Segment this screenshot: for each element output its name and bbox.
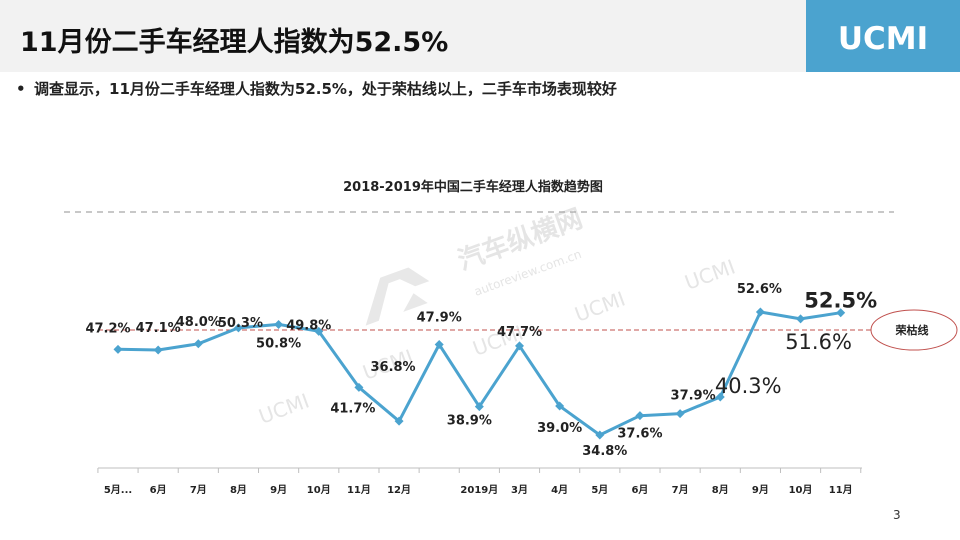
x-tick-label: 9月 <box>270 484 287 496</box>
data-point <box>715 392 725 402</box>
data-label: 50.3% <box>218 316 263 331</box>
data-point <box>434 339 444 349</box>
data-point <box>515 341 524 351</box>
x-tick-label: 3月 <box>511 484 528 496</box>
data-label: 47.1% <box>136 321 181 336</box>
reference-line-label: 荣枯线 <box>895 323 929 337</box>
x-tick-label: 11月 <box>347 484 371 496</box>
data-label: 38.9% <box>447 414 492 429</box>
data-label: 52.5% <box>804 289 877 313</box>
watermark-ucmi-1: UCMI <box>256 388 313 428</box>
x-tick-label: 2019月 <box>460 484 498 496</box>
x-tick-label: 12月 <box>387 484 411 496</box>
data-point <box>153 345 163 355</box>
watermark-layer: 汽车纵横网 autoreview.com.cn UCMI UCMI UCMI U… <box>256 203 739 429</box>
data-point <box>394 416 404 426</box>
x-tick-label: 5月... <box>104 484 132 496</box>
x-axis-ticks <box>97 468 862 473</box>
ucmi-logo: UCMI <box>806 0 960 72</box>
data-label: 50.8% <box>256 336 301 351</box>
logo-text: UCMI <box>837 21 929 57</box>
data-label: 48.0% <box>176 315 221 330</box>
page-number: 3 <box>893 508 901 522</box>
reference-line-callout <box>870 309 958 351</box>
x-tick-label: 8月 <box>230 484 247 496</box>
data-label: 37.6% <box>617 427 662 442</box>
x-tick-label: 10月 <box>307 484 331 496</box>
summary-bullet: • 调查显示，11月份二手车经理人指数为52.5%，处于荣枯线以上，二手车市场表现… <box>16 78 617 99</box>
watermark-ucmi-4: UCMI <box>572 286 629 326</box>
data-point <box>274 319 284 329</box>
page-title: 11月份二手车经理人指数为52.5% <box>20 27 449 58</box>
data-point <box>314 326 324 336</box>
data-point <box>113 344 123 354</box>
x-tick-label: 5月 <box>591 484 608 496</box>
data-label: 47.7% <box>497 325 542 340</box>
data-point <box>595 430 605 440</box>
x-tick-label: 7月 <box>672 484 689 496</box>
data-label: 36.8% <box>370 360 415 375</box>
data-label: 40.3% <box>715 374 782 398</box>
data-point <box>635 411 645 421</box>
data-label: 47.9% <box>417 310 462 325</box>
watermark-car-logo-icon <box>365 267 430 326</box>
data-point <box>836 308 846 318</box>
chart-title: 2018-2019年中国二手车经理人指数趋势图 <box>343 179 603 195</box>
data-label: 47.2% <box>85 321 130 336</box>
data-point <box>796 314 806 324</box>
data-label: 37.9% <box>671 389 716 404</box>
data-point <box>555 401 565 411</box>
data-point <box>233 323 243 333</box>
x-tick-label: 7月 <box>190 484 207 496</box>
bullet-dot-icon: • <box>16 80 26 98</box>
data-label: 52.6% <box>737 282 782 297</box>
x-tick-label: 4月 <box>551 484 568 496</box>
data-label: 34.8% <box>582 444 627 459</box>
x-tick-label: 6月 <box>150 484 167 496</box>
x-axis-tick-labels: 5月... 6月 7月 8月 9月 10月 11月 12月 2019月 3月 4月 5月 6月 7月 8月 9… <box>104 484 853 496</box>
x-tick-label: 9月 <box>752 484 769 496</box>
data-label: 49.8% <box>286 318 331 333</box>
data-labels: 47.2% 47.1%48.0%50.3% 50.8% 49.8% 41.7% 36.8%… <box>85 282 877 459</box>
x-tick-label: 10月 <box>789 484 813 496</box>
data-point <box>354 382 364 392</box>
watermark-ucmi-5: UCMI <box>682 254 739 294</box>
data-points <box>113 307 846 440</box>
data-point <box>474 402 484 412</box>
x-tick-label: 6月 <box>631 484 648 496</box>
header-bar: 11月份二手车经理人指数为52.5% UCMI <box>0 0 960 72</box>
summary-text: 调查显示，11月份二手车经理人指数为52.5%，处于荣枯线以上，二手车市场表现较… <box>34 80 617 98</box>
data-point <box>675 409 685 419</box>
data-point <box>193 339 203 349</box>
x-tick-label: 11月 <box>829 484 853 496</box>
x-tick-label: 8月 <box>712 484 729 496</box>
data-label: 51.6% <box>785 330 852 354</box>
data-label: 39.0% <box>537 421 582 436</box>
data-label: 41.7% <box>330 401 375 416</box>
data-point <box>755 307 765 317</box>
